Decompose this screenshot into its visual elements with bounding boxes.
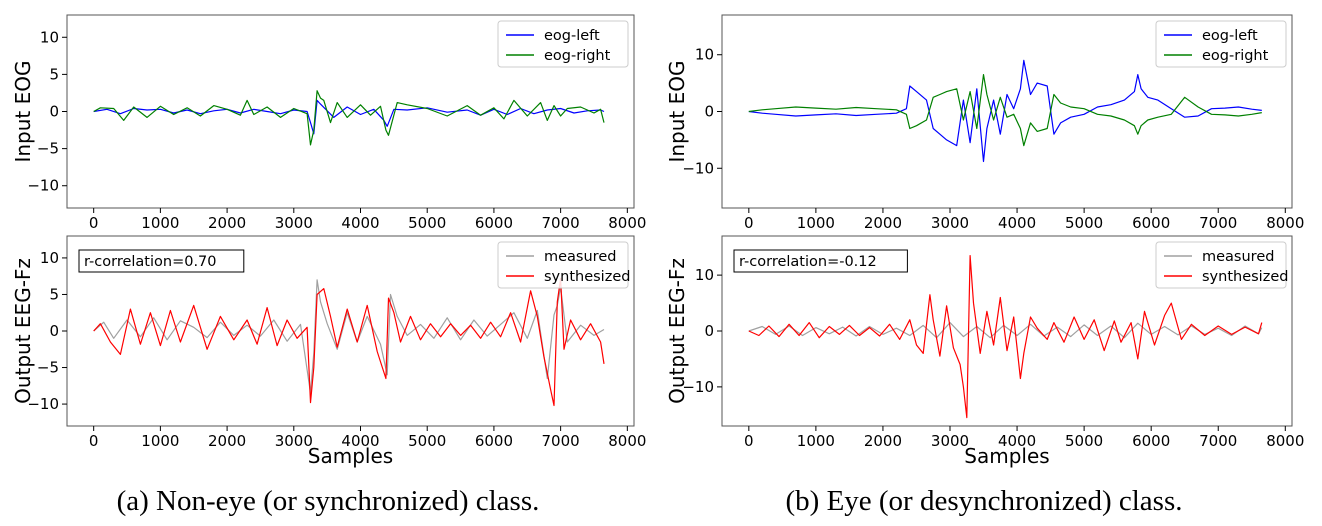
x-tick-label: 4000	[341, 214, 379, 232]
x-tick-label: 8000	[608, 214, 646, 232]
y-tick-label: −10	[682, 159, 714, 177]
series-measured-line	[748, 322, 1263, 339]
x-tick-label: 3000	[275, 214, 313, 232]
x-tick-label: 6000	[475, 432, 513, 450]
correlation-box	[733, 249, 908, 273]
y-tick-label: −10	[27, 395, 59, 413]
x-tick-label: 3000	[931, 432, 969, 450]
x-tick-label: 1000	[797, 214, 835, 232]
x-tick-label: 5000	[1065, 432, 1103, 450]
series-eog-right-line	[93, 90, 605, 146]
x-tick-label: 5000	[408, 432, 446, 450]
chart-a-top: 0 1000 2000 3000 4000 5000 6000 7000 8000 −10 −5 0 5…	[11, 14, 646, 232]
y-tick-label: −5	[37, 359, 59, 377]
y-tick-label: 10	[695, 266, 714, 284]
chart-b-bottom: 0 1000 2000 3000 4000 5000 6000 7000 8000 −10 0 10 O…	[665, 235, 1304, 468]
x-tick-label: 3000	[931, 214, 969, 232]
x-tick-label: 5000	[408, 214, 446, 232]
x-tick-label: 7000	[1199, 432, 1237, 450]
x-tick-label: 5000	[1065, 214, 1103, 232]
x-tick-label: 8000	[1266, 432, 1304, 450]
x-tick-label: 6000	[1132, 214, 1170, 232]
y-tick-label: 10	[695, 46, 714, 64]
series-measured-line	[93, 279, 605, 394]
legend-label-measured: measured	[1202, 249, 1274, 265]
x-tick-label: 2000	[208, 432, 246, 450]
legend-label-measured: measured	[544, 249, 616, 265]
x-tick-label: 2000	[864, 432, 902, 450]
series-synthesized-line	[748, 255, 1263, 419]
x-tick-label: 0	[89, 432, 99, 450]
legend-label-eog-left: eog-left	[1202, 28, 1258, 44]
y-tick-label: 0	[49, 103, 59, 121]
chart-b-top: 0 1000 2000 3000 4000 5000 6000 7000 8000 −10 0 10 I…	[665, 14, 1304, 232]
x-tick-label: 8000	[608, 432, 646, 450]
legend-label-synthesized: synthesized	[544, 269, 630, 285]
x-tick-label: 4000	[341, 432, 379, 450]
x-tick-label: 4000	[998, 214, 1036, 232]
series-eog-left-line	[93, 99, 605, 135]
x-tick-label: 7000	[542, 214, 580, 232]
legend-label-synthesized: synthesized	[1202, 269, 1288, 285]
x-tick-label: 2000	[208, 214, 246, 232]
x-tick-label: 4000	[998, 432, 1036, 450]
x-tick-label: 2000	[864, 214, 902, 232]
series-synthesized-line	[93, 277, 605, 407]
y-axis-label: Input EOG	[11, 60, 35, 162]
correlation-label: r-correlation=0.70	[84, 254, 217, 270]
x-axis-label: Samples	[308, 444, 393, 468]
x-tick-label: 0	[744, 214, 754, 232]
y-axis-label: Input EOG	[665, 60, 689, 162]
x-tick-label: 1000	[797, 432, 835, 450]
legend-label-eog-right: eog-right	[544, 48, 611, 64]
x-tick-label: 3000	[275, 432, 313, 450]
x-tick-label: 6000	[475, 214, 513, 232]
correlation-label: r-correlation=-0.12	[739, 254, 877, 270]
x-tick-label: 7000	[1199, 214, 1237, 232]
x-tick-label: 1000	[141, 214, 179, 232]
y-tick-label: −10	[27, 177, 59, 195]
chart-a-bottom: 0 1000 2000 3000 4000 5000 6000 7000 8000 −10 −5 0 5…	[11, 235, 646, 468]
y-tick-label: 5	[49, 285, 59, 303]
legend-label-eog-left: eog-left	[544, 28, 600, 44]
correlation-box	[78, 249, 245, 273]
y-tick-label: −10	[682, 378, 714, 396]
y-axis-label: Output EEG-Fz	[11, 258, 35, 404]
caption-a: (a) Non-eye (or synchronized) class.	[117, 485, 540, 517]
legend-label-eog-right: eog-right	[1202, 48, 1269, 64]
x-tick-label: 0	[89, 214, 99, 232]
y-tick-label: 5	[49, 65, 59, 83]
y-tick-label: 0	[49, 322, 59, 340]
x-tick-label: 0	[744, 432, 754, 450]
x-axis-label: Samples	[964, 444, 1049, 468]
y-tick-label: −5	[37, 140, 59, 158]
y-tick-label: 10	[40, 28, 59, 46]
y-tick-label: 0	[704, 103, 714, 121]
x-tick-label: 6000	[1132, 432, 1170, 450]
series-eog-right-line	[748, 73, 1262, 147]
y-axis-label: Output EEG-Fz	[665, 258, 689, 404]
y-tick-label: 10	[40, 249, 59, 267]
y-tick-label: 0	[704, 322, 714, 340]
caption-b: (b) Eye (or desynchronized) class.	[786, 485, 1183, 517]
x-tick-label: 8000	[1266, 214, 1304, 232]
x-tick-label: 7000	[542, 432, 580, 450]
x-tick-label: 1000	[141, 432, 179, 450]
